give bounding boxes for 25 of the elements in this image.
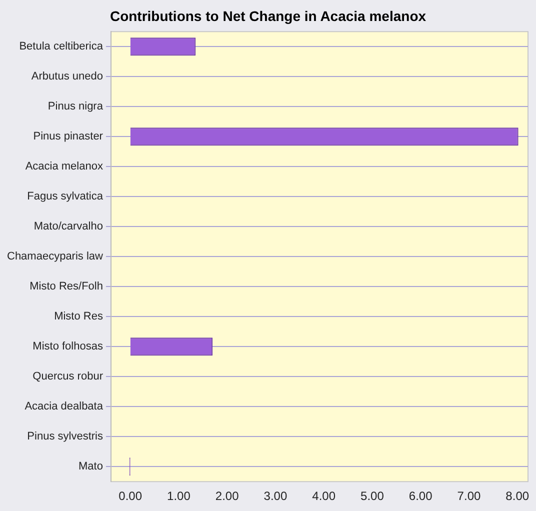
x-tick-label: 5.00 <box>360 489 384 504</box>
x-tick-label: 7.00 <box>457 489 481 504</box>
y-tick-label: Chamaecyparis law <box>6 250 104 263</box>
y-tick-label: Misto folhosas <box>32 340 104 353</box>
y-tick-label: Arbutus unedo <box>31 70 103 83</box>
y-tick-label: Mato <box>78 460 103 473</box>
x-tick-label: 2.00 <box>215 489 240 504</box>
chart-title: Contributions to Net Change in Acacia melanox <box>108 8 428 24</box>
x-tick-label: 8.00 <box>506 489 530 504</box>
y-tick-label: Fagus sylvatica <box>27 190 104 203</box>
y-tick-label: Misto Res/Folh <box>30 280 103 293</box>
y-tick-label: Pinus pinaster <box>33 130 104 143</box>
y-tick-label: Acacia dealbata <box>24 400 104 413</box>
y-tick-label: Betula celtiberica <box>19 40 104 53</box>
y-tick-label: Acacia melanox <box>25 160 104 173</box>
y-tick-label: Mato/carvalho <box>34 220 103 233</box>
y-tick-label: Pinus nigra <box>48 100 104 113</box>
x-tick-label: 1.00 <box>167 489 191 504</box>
x-tick-label: 3.00 <box>264 489 288 504</box>
y-tick-label: Misto Res <box>54 310 104 323</box>
x-tick-label: 4.00 <box>312 489 336 504</box>
x-tick-label: 0.00 <box>118 489 142 504</box>
y-tick-label: Quercus robur <box>32 370 104 383</box>
x-tick-label: 6.00 <box>408 489 433 504</box>
y-tick-label: Pinus sylvestris <box>27 430 104 443</box>
